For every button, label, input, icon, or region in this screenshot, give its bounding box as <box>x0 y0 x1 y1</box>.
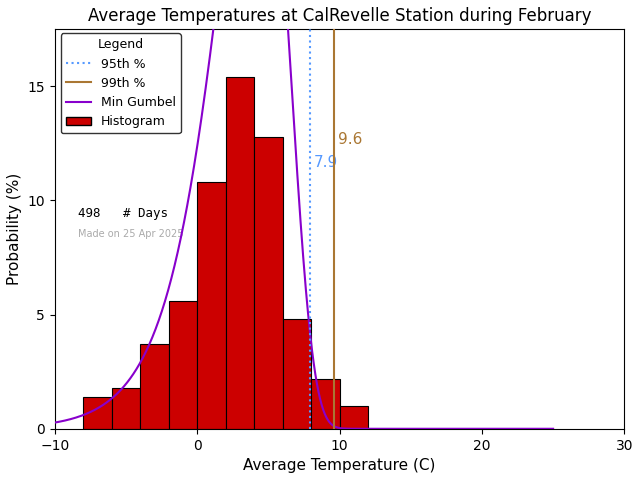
Bar <box>140 344 169 429</box>
Text: Made on 25 Apr 2025: Made on 25 Apr 2025 <box>77 229 183 239</box>
Legend: 95th %, 99th %, Min Gumbel, Histogram: 95th %, 99th %, Min Gumbel, Histogram <box>61 33 180 133</box>
Text: 7.9: 7.9 <box>314 155 338 170</box>
Bar <box>311 379 340 429</box>
Text: 498   # Days: 498 # Days <box>77 207 168 220</box>
Bar <box>254 137 283 429</box>
Y-axis label: Probability (%): Probability (%) <box>7 173 22 285</box>
Bar <box>340 406 368 429</box>
Bar <box>283 319 311 429</box>
Bar <box>83 397 112 429</box>
Title: Average Temperatures at CalRevelle Station during February: Average Temperatures at CalRevelle Stati… <box>88 7 591 25</box>
Text: 9.6: 9.6 <box>338 132 362 147</box>
Bar <box>112 388 140 429</box>
Bar <box>226 77 254 429</box>
Bar <box>169 301 197 429</box>
Bar <box>197 182 226 429</box>
X-axis label: Average Temperature (C): Average Temperature (C) <box>243 458 436 473</box>
